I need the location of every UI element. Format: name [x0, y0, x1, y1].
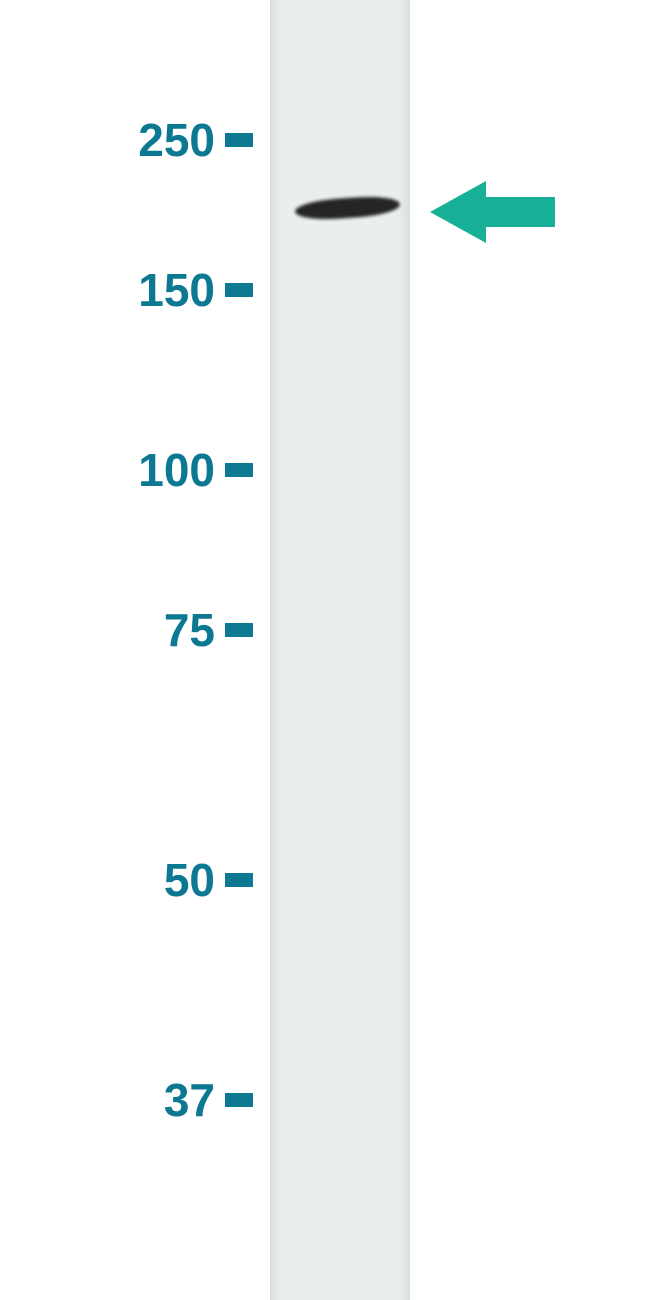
- gel-lane: [270, 0, 410, 1300]
- mw-marker-tick: [225, 463, 253, 477]
- mw-marker: 250: [0, 113, 253, 167]
- mw-marker-label: 250: [0, 113, 215, 167]
- mw-marker-label: 100: [0, 443, 215, 497]
- mw-marker-tick: [225, 133, 253, 147]
- arrow-left-icon: [430, 181, 555, 243]
- mw-marker: 100: [0, 443, 253, 497]
- mw-marker-label: 50: [0, 853, 215, 907]
- mw-marker: 150: [0, 263, 253, 317]
- mw-marker-tick: [225, 873, 253, 887]
- mw-marker: 50: [0, 853, 253, 907]
- arrow-icon: [430, 176, 565, 248]
- mw-marker-label: 75: [0, 603, 215, 657]
- indicator-arrow: [430, 176, 565, 248]
- mw-marker-label: 37: [0, 1073, 215, 1127]
- mw-marker: 37: [0, 1073, 253, 1127]
- mw-marker-tick: [225, 283, 253, 297]
- mw-marker-label: 150: [0, 263, 215, 317]
- mw-marker-tick: [225, 1093, 253, 1107]
- mw-marker: 75: [0, 603, 253, 657]
- mw-marker-tick: [225, 623, 253, 637]
- blot-canvas: 250 150 100 75 50 37: [0, 0, 650, 1300]
